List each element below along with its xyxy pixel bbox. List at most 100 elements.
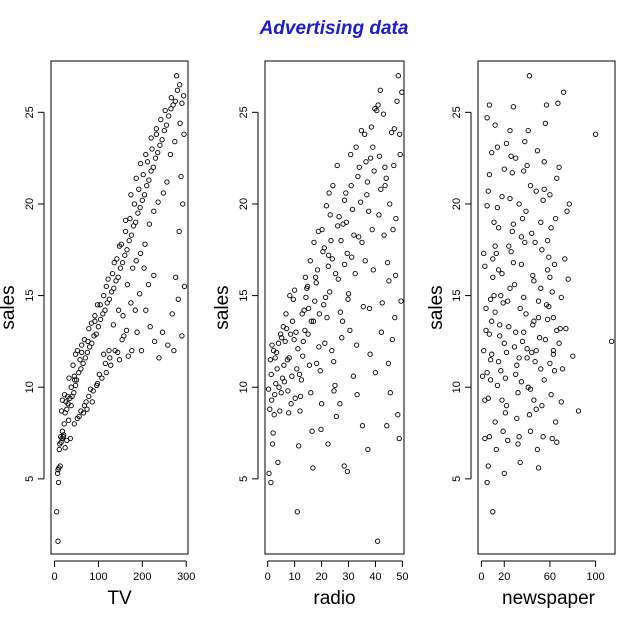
data-point <box>554 439 560 445</box>
data-point <box>101 292 107 299</box>
data-point <box>163 122 170 128</box>
data-point <box>74 347 80 354</box>
data-point <box>65 417 72 423</box>
data-point <box>323 203 330 209</box>
data-point <box>345 291 352 297</box>
data-point <box>546 254 552 260</box>
data-point <box>318 401 325 407</box>
data-point <box>370 267 376 273</box>
data-point <box>270 430 276 436</box>
data-point <box>86 393 92 400</box>
data-point <box>387 201 393 207</box>
data-point <box>268 371 274 378</box>
data-point <box>481 250 487 257</box>
data-point <box>59 397 66 403</box>
data-point <box>519 338 526 345</box>
data-point <box>535 314 542 321</box>
data-point <box>268 479 274 486</box>
data-point <box>499 193 505 200</box>
data-point <box>273 349 280 356</box>
data-point <box>335 223 341 229</box>
data-point <box>324 314 330 321</box>
data-point <box>348 151 354 158</box>
data-point <box>490 274 496 280</box>
data-point <box>531 397 537 403</box>
data-point <box>554 327 560 334</box>
data-point <box>497 322 503 328</box>
data-point <box>273 380 279 387</box>
data-point <box>482 435 488 442</box>
data-point <box>325 252 332 258</box>
data-point <box>133 258 139 264</box>
data-point <box>485 188 491 194</box>
y-tick-label: 5 <box>238 476 250 482</box>
data-point <box>105 276 111 282</box>
data-point <box>278 390 284 396</box>
data-point <box>564 208 570 214</box>
data-point <box>292 395 298 401</box>
data-point <box>362 131 368 137</box>
data-point <box>527 386 534 392</box>
data-point <box>491 219 497 225</box>
data-point <box>83 399 89 405</box>
data-point <box>179 333 185 339</box>
data-point <box>337 401 343 407</box>
data-point <box>305 305 312 312</box>
data-point <box>533 406 539 412</box>
data-point <box>277 408 283 414</box>
data-point <box>280 324 286 330</box>
data-point <box>503 140 510 147</box>
data-point <box>524 355 530 361</box>
data-point <box>530 322 536 328</box>
data-point <box>540 197 546 203</box>
data-point <box>538 285 544 291</box>
data-point <box>383 175 389 181</box>
data-point <box>517 459 523 466</box>
x-tick-label: 10 <box>289 571 301 583</box>
data-point <box>265 386 272 392</box>
data-point <box>326 190 332 196</box>
data-point <box>510 104 517 110</box>
data-point <box>161 127 167 134</box>
data-point <box>109 270 116 277</box>
data-point <box>510 259 517 266</box>
data-point <box>384 423 390 429</box>
data-point <box>173 274 179 280</box>
data-point <box>150 164 156 170</box>
data-point <box>173 73 180 79</box>
data-point <box>510 221 517 227</box>
data-point <box>71 373 77 379</box>
data-point <box>529 349 535 356</box>
data-point <box>550 351 557 357</box>
data-point <box>360 303 366 310</box>
data-point <box>521 329 527 335</box>
data-point <box>115 274 121 280</box>
data-point <box>156 355 162 361</box>
data-point <box>544 316 551 323</box>
data-point <box>489 149 495 156</box>
data-point <box>508 248 514 255</box>
data-point <box>141 265 147 271</box>
data-point <box>331 358 337 365</box>
data-point <box>58 408 65 414</box>
data-point <box>494 144 501 150</box>
data-point <box>484 203 490 209</box>
y-axis-title-newspaper: sales <box>426 285 447 329</box>
data-point <box>137 204 143 211</box>
data-point <box>364 192 370 198</box>
data-point <box>283 311 289 317</box>
data-point <box>499 270 505 277</box>
data-point <box>395 412 401 418</box>
data-point <box>296 371 303 378</box>
y-tick-label: 10 <box>24 381 36 393</box>
data-point <box>137 160 144 167</box>
data-point <box>511 281 518 288</box>
data-point <box>117 265 124 271</box>
data-point <box>484 115 490 121</box>
data-point <box>72 377 78 383</box>
data-point <box>343 190 349 196</box>
data-point <box>321 302 327 308</box>
data-point <box>139 197 145 203</box>
data-point <box>298 377 305 383</box>
data-point <box>131 201 138 207</box>
